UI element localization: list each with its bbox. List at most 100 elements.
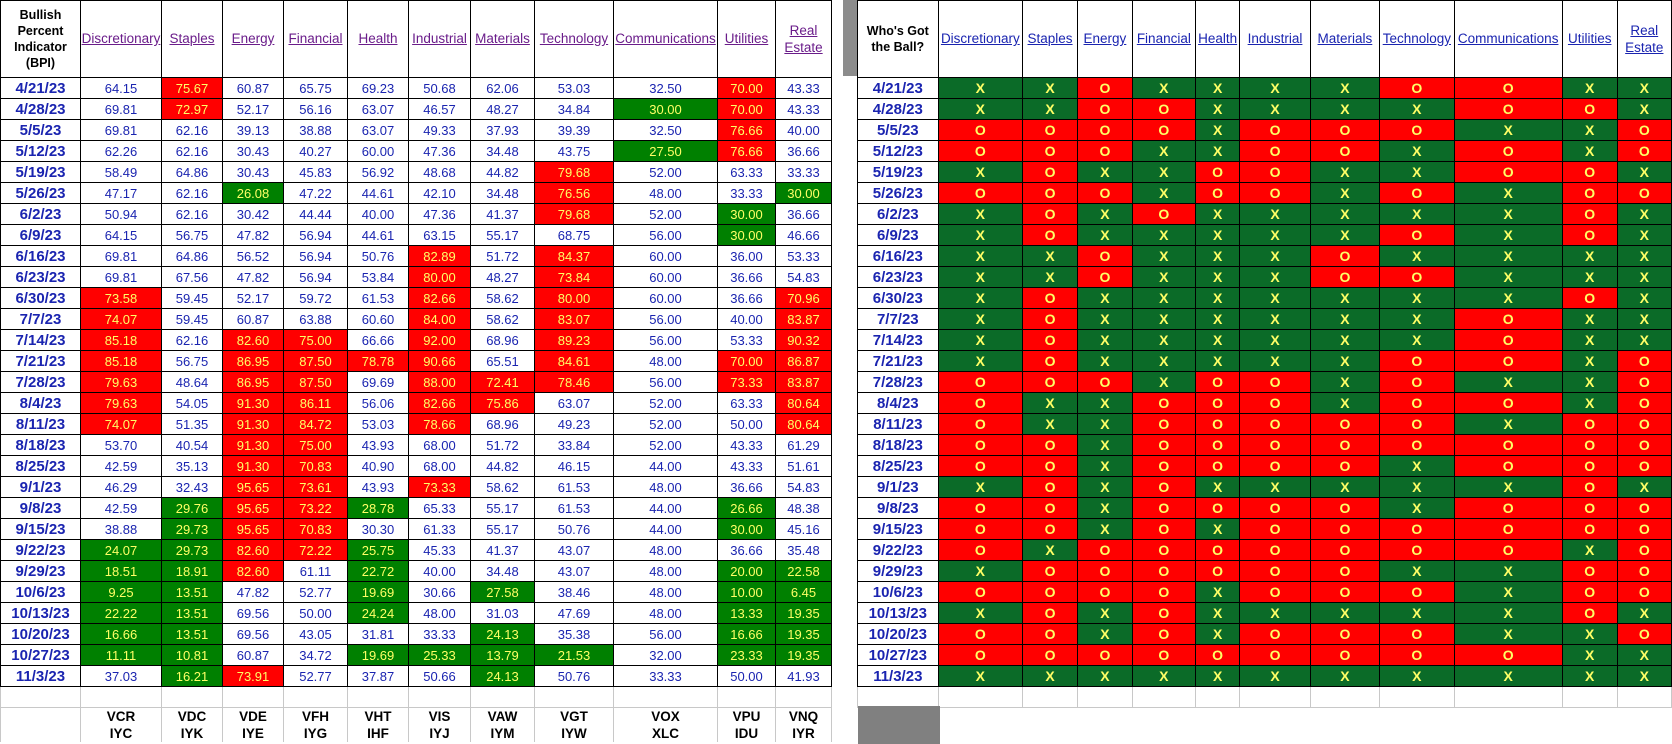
signal-cell[interactable]: X xyxy=(1131,665,1196,687)
bpi-value-cell[interactable]: 68.96 xyxy=(470,329,535,351)
signal-cell[interactable]: O xyxy=(1239,413,1311,435)
signal-cell[interactable]: O xyxy=(1131,518,1196,540)
bpi-value-cell[interactable]: 32.43 xyxy=(161,476,223,498)
signal-cell[interactable]: O xyxy=(1616,455,1672,477)
date-cell[interactable]: 4/28/23 xyxy=(0,98,81,120)
date-cell[interactable]: 7/7/23 xyxy=(0,308,81,330)
signal-cell[interactable]: O xyxy=(1194,539,1241,561)
signal-cell[interactable]: O xyxy=(1453,539,1563,561)
signal-cell[interactable]: O xyxy=(1131,581,1196,603)
bpi-value-cell[interactable]: 56.16 xyxy=(283,98,348,120)
signal-cell[interactable]: X xyxy=(1131,77,1196,99)
bpi-value-cell[interactable]: 73.22 xyxy=(283,497,348,519)
bpi-value-cell[interactable]: 63.33 xyxy=(717,161,776,183)
bpi-value-cell[interactable]: 82.66 xyxy=(408,392,471,414)
bpi-value-cell[interactable]: 10.00 xyxy=(717,581,776,603)
bpi-value-cell[interactable]: 74.07 xyxy=(80,308,162,330)
bpi-value-cell[interactable]: 48.00 xyxy=(408,602,471,624)
bpi-value-cell[interactable]: 43.93 xyxy=(347,434,409,456)
signal-cell[interactable]: X xyxy=(1616,602,1672,624)
signal-cell[interactable]: X xyxy=(1194,329,1241,351)
signal-cell[interactable]: O xyxy=(1022,560,1079,582)
bpi-value-cell[interactable]: 61.11 xyxy=(283,560,348,582)
signal-cell[interactable]: X xyxy=(1239,329,1311,351)
signal-cell[interactable]: O xyxy=(1239,518,1311,540)
bpi-value-cell[interactable]: 47.69 xyxy=(534,602,614,624)
signal-cell[interactable]: X xyxy=(1561,308,1618,330)
bpi-value-cell[interactable]: 60.87 xyxy=(222,77,284,99)
signal-cell[interactable]: X xyxy=(1022,665,1079,687)
signal-cell[interactable]: O xyxy=(1309,497,1381,519)
bpi-value-cell[interactable]: 73.84 xyxy=(534,266,614,288)
date-cell[interactable]: 5/19/23 xyxy=(0,161,81,183)
bpi-value-cell[interactable]: 75.00 xyxy=(283,434,348,456)
date-cell[interactable]: 9/8/23 xyxy=(857,497,939,519)
signal-cell[interactable]: X xyxy=(1309,371,1381,393)
bpi-value-cell[interactable]: 38.46 xyxy=(534,581,614,603)
date-cell[interactable]: 7/14/23 xyxy=(857,329,939,351)
signal-cell[interactable]: O xyxy=(1077,77,1133,99)
signal-cell[interactable]: O xyxy=(937,140,1024,162)
signal-cell[interactable]: O xyxy=(1022,371,1079,393)
signal-cell[interactable]: X xyxy=(1194,203,1241,225)
bpi-value-cell[interactable]: 48.68 xyxy=(408,161,471,183)
signal-cell[interactable]: O xyxy=(1022,203,1079,225)
bpi-value-cell[interactable]: 40.00 xyxy=(717,308,776,330)
bpi-value-cell[interactable]: 13.51 xyxy=(161,581,223,603)
bpi-value-cell[interactable]: 80.64 xyxy=(775,392,832,414)
bpi-value-cell[interactable]: 87.50 xyxy=(283,350,348,372)
signal-cell[interactable]: O xyxy=(1239,539,1311,561)
signal-cell[interactable]: O xyxy=(1616,581,1672,603)
signal-cell[interactable]: X xyxy=(1077,455,1133,477)
ticker-cell[interactable]: IYW xyxy=(534,725,614,742)
signal-cell[interactable]: O xyxy=(1309,119,1381,141)
signal-cell[interactable]: O xyxy=(1616,518,1672,540)
bpi-value-cell[interactable]: 50.66 xyxy=(408,665,471,687)
date-cell[interactable]: 9/8/23 xyxy=(0,497,81,519)
signal-cell[interactable]: O xyxy=(1309,581,1381,603)
empty-cell[interactable] xyxy=(1077,686,1133,708)
signal-cell[interactable]: O xyxy=(1022,581,1079,603)
signal-cell[interactable]: X xyxy=(1379,455,1455,477)
bpi-value-cell[interactable]: 83.87 xyxy=(775,371,832,393)
signal-cell[interactable]: X xyxy=(1379,560,1455,582)
signal-cell[interactable]: O xyxy=(1379,266,1455,288)
bpi-value-cell[interactable]: 56.00 xyxy=(613,623,718,645)
signal-cell[interactable]: O xyxy=(1616,350,1672,372)
signal-cell[interactable]: O xyxy=(1022,518,1079,540)
signal-cell[interactable]: O xyxy=(1131,602,1196,624)
signal-cell[interactable]: X xyxy=(1453,287,1563,309)
bpi-value-cell[interactable]: 83.87 xyxy=(775,308,832,330)
signal-cell[interactable]: X xyxy=(937,98,1024,120)
date-cell[interactable]: 6/30/23 xyxy=(0,287,81,309)
bpi-value-cell[interactable]: 86.95 xyxy=(222,371,284,393)
signal-cell[interactable]: X xyxy=(1022,77,1079,99)
sector-link[interactable]: Utilities xyxy=(724,31,769,46)
ticker-cell[interactable]: VIS xyxy=(408,707,471,725)
signal-cell[interactable]: X xyxy=(1453,560,1563,582)
bpi-value-cell[interactable]: 69.69 xyxy=(347,371,409,393)
signal-cell[interactable]: X xyxy=(1453,623,1563,645)
date-cell[interactable]: 6/30/23 xyxy=(857,287,939,309)
date-cell[interactable]: 6/2/23 xyxy=(0,203,81,225)
signal-cell[interactable]: O xyxy=(1239,371,1311,393)
signal-cell[interactable]: O xyxy=(1194,455,1241,477)
signal-cell[interactable]: X xyxy=(937,308,1024,330)
bpi-value-cell[interactable]: 37.87 xyxy=(347,665,409,687)
date-cell[interactable]: 5/12/23 xyxy=(857,140,939,162)
date-cell[interactable]: 9/22/23 xyxy=(857,539,939,561)
bpi-value-cell[interactable]: 70.83 xyxy=(283,455,348,477)
signal-cell[interactable]: X xyxy=(1194,308,1241,330)
date-cell[interactable]: 7/28/23 xyxy=(0,371,81,393)
signal-cell[interactable]: O xyxy=(1239,455,1311,477)
signal-cell[interactable]: X xyxy=(1561,371,1618,393)
signal-cell[interactable]: O xyxy=(1239,644,1311,666)
bpi-value-cell[interactable]: 43.33 xyxy=(717,455,776,477)
bpi-value-cell[interactable]: 22.72 xyxy=(347,560,409,582)
signal-cell[interactable]: X xyxy=(1077,392,1133,414)
bpi-value-cell[interactable]: 44.00 xyxy=(613,518,718,540)
ticker-cell[interactable]: IYK xyxy=(161,725,223,742)
signal-cell[interactable]: O xyxy=(1239,581,1311,603)
signal-cell[interactable]: O xyxy=(1131,434,1196,456)
bpi-value-cell[interactable]: 24.07 xyxy=(80,539,162,561)
